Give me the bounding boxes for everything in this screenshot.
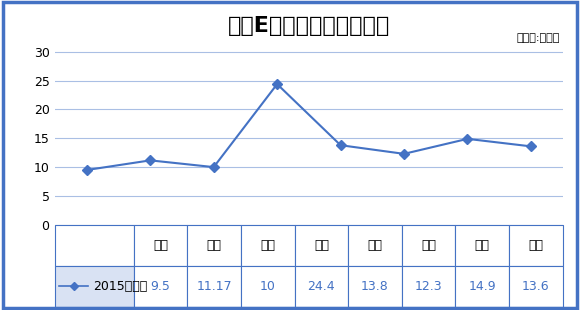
FancyBboxPatch shape [55,225,134,266]
Text: 深圳: 深圳 [368,239,382,252]
Text: 9.5: 9.5 [151,280,171,293]
FancyBboxPatch shape [187,266,241,307]
FancyBboxPatch shape [295,266,348,307]
Text: 2015款优惠: 2015款优惠 [93,280,147,293]
Text: （单位:万元）: （单位:万元） [516,33,560,43]
Text: 厦门: 厦门 [260,239,276,252]
FancyBboxPatch shape [241,266,295,307]
FancyBboxPatch shape [455,225,509,266]
Text: 11.17: 11.17 [197,280,232,293]
FancyBboxPatch shape [241,225,295,266]
FancyBboxPatch shape [509,266,563,307]
FancyBboxPatch shape [295,225,348,266]
Text: 东莞: 东莞 [474,239,490,252]
FancyBboxPatch shape [402,225,455,266]
FancyBboxPatch shape [187,225,241,266]
Text: 北京: 北京 [153,239,168,252]
Text: 13.6: 13.6 [522,280,550,293]
Text: 13.8: 13.8 [361,280,389,293]
Text: 10: 10 [260,280,276,293]
FancyBboxPatch shape [402,266,455,307]
Text: 上海: 上海 [206,239,222,252]
FancyBboxPatch shape [134,266,187,307]
Title: 奔驰E级各地区优惠对比图: 奔驰E级各地区优惠对比图 [228,16,390,36]
FancyBboxPatch shape [55,266,134,307]
FancyBboxPatch shape [455,266,509,307]
Text: 广州: 广州 [314,239,329,252]
Text: 12.3: 12.3 [415,280,443,293]
Text: 24.4: 24.4 [307,280,335,293]
FancyBboxPatch shape [348,266,402,307]
Text: 佛山: 佛山 [421,239,436,252]
FancyBboxPatch shape [134,225,187,266]
Text: 14.9: 14.9 [469,280,496,293]
FancyBboxPatch shape [348,225,402,266]
Text: 成都: 成都 [528,239,543,252]
FancyBboxPatch shape [509,225,563,266]
